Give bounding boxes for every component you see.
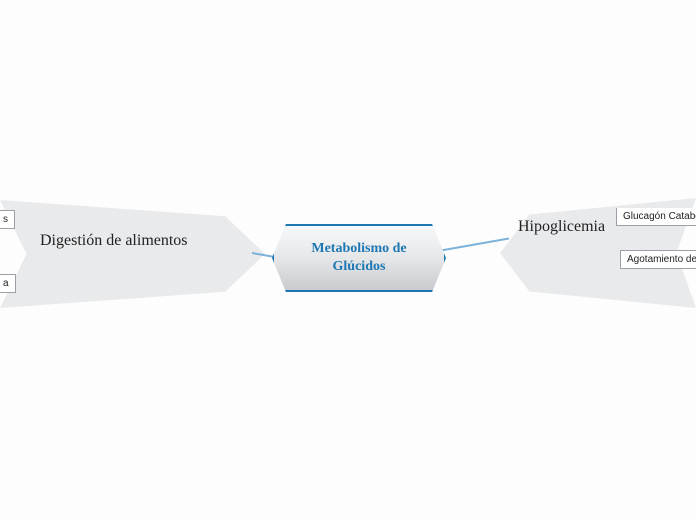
center-node: Metabolismo deGlúcidos: [272, 224, 446, 292]
leaf-right-0: Glucagón Catabólic: [616, 208, 696, 226]
center-node-label: Metabolismo deGlúcidos: [311, 240, 406, 276]
branch-label-right-text: Hipoglicemia: [518, 218, 605, 235]
connector-right: [438, 238, 509, 252]
branch-label-left-text: Digestión de alimentos: [40, 232, 188, 249]
leaf-left-0: s: [0, 210, 15, 229]
branch-bg-left: [0, 200, 265, 308]
leaf-left-1-label: a: [3, 278, 9, 289]
branch-label-right: Hipoglicemia: [518, 218, 605, 236]
leaf-left-0-label: s: [3, 214, 8, 225]
leaf-right-1-label: Agotamiento de: [627, 254, 696, 265]
leaf-right-1: Agotamiento de: [620, 250, 696, 269]
leaf-right-0-label: Glucagón Catabólic: [623, 211, 696, 222]
mindmap-canvas: Metabolismo deGlúcidos Digestión de alim…: [0, 0, 696, 520]
branch-label-left: Digestión de alimentos: [40, 232, 188, 250]
leaf-left-1: a: [0, 274, 16, 293]
